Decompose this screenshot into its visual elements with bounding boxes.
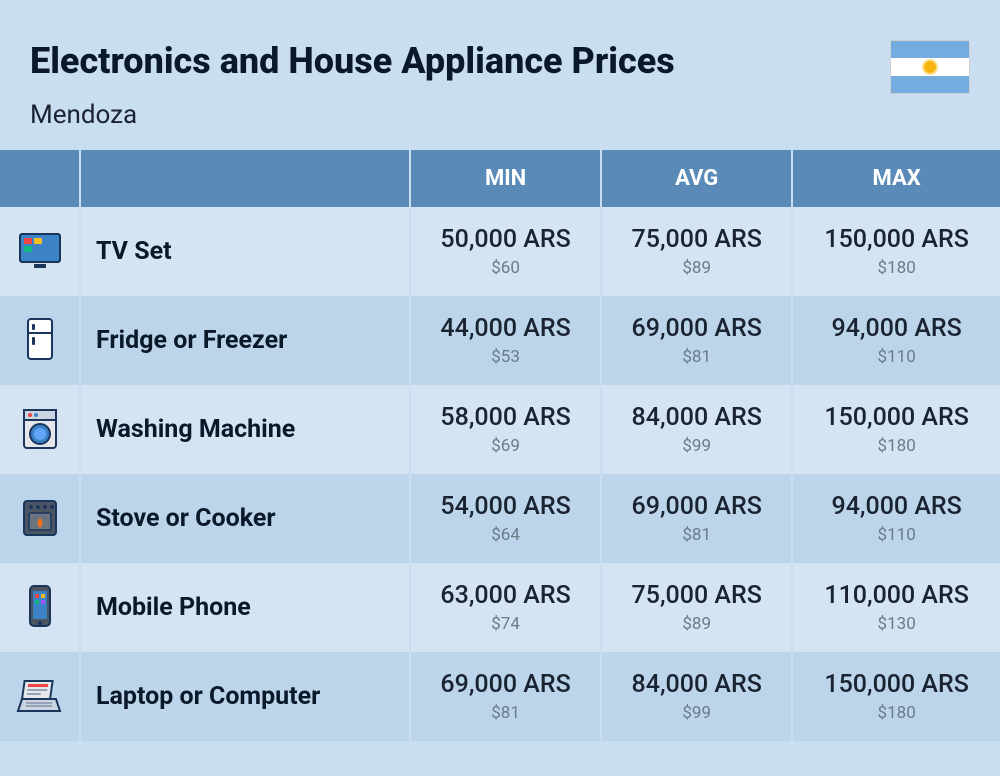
avg-ars: 75,000 ARS xyxy=(612,581,781,610)
table-row: Stove or Cooker 54,000 ARS $64 69,000 AR… xyxy=(0,474,1000,563)
max-cell: 94,000 ARS $110 xyxy=(792,474,1000,563)
min-usd: $81 xyxy=(421,703,590,723)
max-usd: $110 xyxy=(803,347,990,367)
phone-icon xyxy=(0,563,80,652)
avg-usd: $89 xyxy=(612,258,781,278)
max-cell: 150,000 ARS $180 xyxy=(792,652,1000,741)
avg-ars: 69,000 ARS xyxy=(612,492,781,521)
avg-ars: 69,000 ARS xyxy=(612,314,781,343)
avg-cell: 69,000 ARS $81 xyxy=(601,296,792,385)
table-row: Fridge or Freezer 44,000 ARS $53 69,000 … xyxy=(0,296,1000,385)
avg-usd: $89 xyxy=(612,614,781,634)
max-usd: $180 xyxy=(803,436,990,456)
min-cell: 58,000 ARS $69 xyxy=(410,385,601,474)
min-cell: 69,000 ARS $81 xyxy=(410,652,601,741)
avg-ars: 84,000 ARS xyxy=(612,670,781,699)
laptop-icon xyxy=(0,652,80,741)
header-min: MIN xyxy=(410,150,601,207)
max-cell: 94,000 ARS $110 xyxy=(792,296,1000,385)
price-table: MIN AVG MAX TV Set 50,000 ARS $60 75,000… xyxy=(0,150,1000,741)
min-usd: $64 xyxy=(421,525,590,545)
header-name-col xyxy=(80,150,410,207)
max-cell: 110,000 ARS $130 xyxy=(792,563,1000,652)
table-row: Mobile Phone 63,000 ARS $74 75,000 ARS $… xyxy=(0,563,1000,652)
min-cell: 44,000 ARS $53 xyxy=(410,296,601,385)
max-ars: 150,000 ARS xyxy=(803,670,990,699)
item-name: Mobile Phone xyxy=(80,563,410,652)
avg-cell: 75,000 ARS $89 xyxy=(601,563,792,652)
max-usd: $180 xyxy=(803,258,990,278)
stove-icon xyxy=(0,474,80,563)
page-subtitle: Mendoza xyxy=(30,100,970,130)
max-cell: 150,000 ARS $180 xyxy=(792,207,1000,296)
washer-icon xyxy=(0,385,80,474)
table-row: Laptop or Computer 69,000 ARS $81 84,000… xyxy=(0,652,1000,741)
fridge-icon xyxy=(0,296,80,385)
min-usd: $53 xyxy=(421,347,590,367)
page-title: Electronics and House Appliance Prices xyxy=(30,40,970,82)
avg-cell: 84,000 ARS $99 xyxy=(601,652,792,741)
min-ars: 50,000 ARS xyxy=(421,225,590,254)
header-max: MAX xyxy=(792,150,1000,207)
avg-cell: 69,000 ARS $81 xyxy=(601,474,792,563)
min-cell: 54,000 ARS $64 xyxy=(410,474,601,563)
max-usd: $180 xyxy=(803,703,990,723)
page-header: Electronics and House Appliance Prices M… xyxy=(0,0,1000,150)
max-ars: 150,000 ARS xyxy=(803,403,990,432)
item-name: Laptop or Computer xyxy=(80,652,410,741)
avg-ars: 75,000 ARS xyxy=(612,225,781,254)
min-ars: 44,000 ARS xyxy=(421,314,590,343)
avg-usd: $99 xyxy=(612,436,781,456)
item-name: Stove or Cooker xyxy=(80,474,410,563)
min-usd: $74 xyxy=(421,614,590,634)
table-header-row: MIN AVG MAX xyxy=(0,150,1000,207)
avg-usd: $81 xyxy=(612,525,781,545)
item-name: Washing Machine xyxy=(80,385,410,474)
min-ars: 58,000 ARS xyxy=(421,403,590,432)
max-ars: 94,000 ARS xyxy=(803,492,990,521)
max-ars: 110,000 ARS xyxy=(803,581,990,610)
min-usd: $60 xyxy=(421,258,590,278)
item-name: Fridge or Freezer xyxy=(80,296,410,385)
header-avg: AVG xyxy=(601,150,792,207)
avg-usd: $99 xyxy=(612,703,781,723)
min-ars: 63,000 ARS xyxy=(421,581,590,610)
min-ars: 54,000 ARS xyxy=(421,492,590,521)
max-usd: $130 xyxy=(803,614,990,634)
avg-cell: 75,000 ARS $89 xyxy=(601,207,792,296)
tv-icon xyxy=(0,207,80,296)
min-cell: 63,000 ARS $74 xyxy=(410,563,601,652)
max-usd: $110 xyxy=(803,525,990,545)
item-name: TV Set xyxy=(80,207,410,296)
avg-usd: $81 xyxy=(612,347,781,367)
min-cell: 50,000 ARS $60 xyxy=(410,207,601,296)
table-row: Washing Machine 58,000 ARS $69 84,000 AR… xyxy=(0,385,1000,474)
max-cell: 150,000 ARS $180 xyxy=(792,385,1000,474)
avg-cell: 84,000 ARS $99 xyxy=(601,385,792,474)
avg-ars: 84,000 ARS xyxy=(612,403,781,432)
table-row: TV Set 50,000 ARS $60 75,000 ARS $89 150… xyxy=(0,207,1000,296)
min-usd: $69 xyxy=(421,436,590,456)
header-icon-col xyxy=(0,150,80,207)
max-ars: 94,000 ARS xyxy=(803,314,990,343)
min-ars: 69,000 ARS xyxy=(421,670,590,699)
max-ars: 150,000 ARS xyxy=(803,225,990,254)
argentina-flag-icon xyxy=(890,40,970,94)
